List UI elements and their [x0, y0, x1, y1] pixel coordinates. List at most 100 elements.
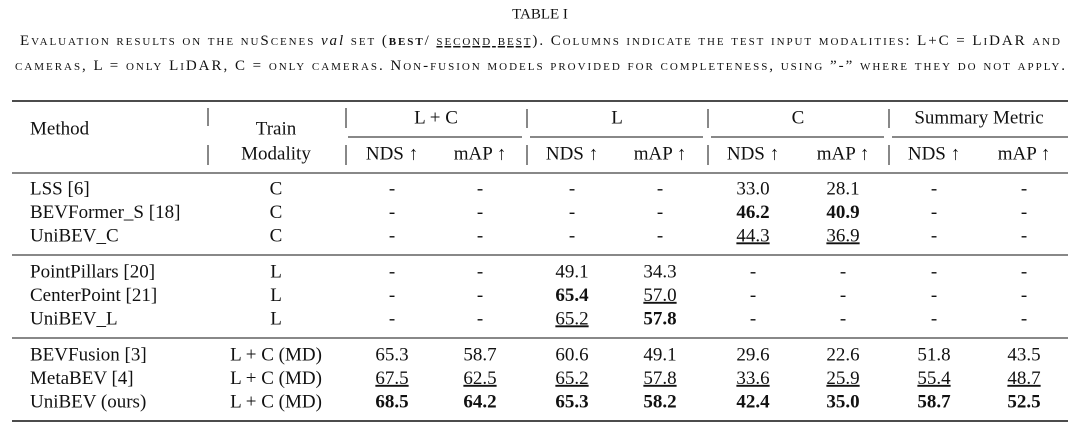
- method-cell: UniBEV (ours): [30, 391, 146, 412]
- caption-text: set (: [345, 33, 387, 49]
- value-cell: -: [569, 178, 575, 199]
- value-cell: 51.8: [917, 344, 950, 365]
- header-cell: Method: [30, 118, 90, 139]
- value-cell: 29.6: [736, 344, 769, 365]
- value-cell: 65.4: [555, 285, 589, 306]
- value-cell: 58.7: [917, 391, 951, 412]
- value-cell: 42.4: [736, 391, 770, 412]
- value-cell: -: [1021, 225, 1027, 246]
- method-cell: CenterPoint [21]: [30, 285, 157, 306]
- value-cell: 28.1: [826, 178, 859, 199]
- modality-cell: L + C (MD): [230, 368, 322, 389]
- method-cell: UniBEV_C: [30, 225, 119, 246]
- value-cell: 58.7: [463, 344, 496, 365]
- value-cell: -: [477, 261, 483, 282]
- metric-header: NDS ↑: [727, 143, 779, 164]
- value-cell: -: [657, 178, 663, 199]
- caption-text: best: [389, 33, 424, 49]
- method-cell: LSS [6]: [30, 178, 90, 199]
- value-cell: -: [840, 285, 846, 306]
- caption-text: cameras, L = only LiDAR, C = only camera…: [15, 58, 1065, 74]
- value-cell: 44.3: [736, 225, 769, 246]
- value-cell: 68.5: [375, 391, 408, 412]
- value-cell: -: [750, 308, 756, 329]
- value-cell: 65.2: [555, 308, 588, 329]
- value-cell: -: [569, 225, 575, 246]
- value-cell: 67.5: [375, 368, 408, 389]
- value-cell: -: [931, 308, 937, 329]
- value-cell: -: [657, 202, 663, 223]
- caption-line: cameras, L = only LiDAR, C = only camera…: [15, 58, 1065, 74]
- value-cell: 34.3: [643, 261, 676, 282]
- group-header: L + C: [414, 107, 458, 128]
- value-cell: -: [931, 202, 937, 223]
- value-cell: -: [750, 261, 756, 282]
- value-cell: 65.3: [375, 344, 408, 365]
- value-cell: -: [477, 202, 483, 223]
- metric-header: NDS ↑: [908, 143, 960, 164]
- value-cell: 55.4: [917, 368, 951, 389]
- caption-line: Evaluation results on the nuScenes val s…: [20, 33, 1060, 49]
- group-header: L: [611, 107, 623, 128]
- value-cell: -: [931, 261, 937, 282]
- metric-header: NDS ↑: [546, 143, 598, 164]
- modality-cell: C: [270, 225, 283, 246]
- value-cell: -: [389, 178, 395, 199]
- value-cell: -: [840, 261, 846, 282]
- value-cell: -: [931, 285, 937, 306]
- modality-cell: C: [270, 202, 283, 223]
- value-cell: -: [389, 261, 395, 282]
- value-cell: -: [1021, 285, 1027, 306]
- method-cell: BEVFormer_S [18]: [30, 202, 180, 223]
- value-cell: 40.9: [826, 202, 859, 223]
- value-cell: 36.9: [826, 225, 859, 246]
- caption-text: ). Columns indicate the test input modal…: [532, 33, 1060, 49]
- value-cell: -: [931, 178, 937, 199]
- value-cell: 43.5: [1007, 344, 1040, 365]
- value-cell: -: [477, 308, 483, 329]
- group-header: C: [792, 107, 805, 128]
- value-cell: -: [569, 202, 575, 223]
- value-cell: 22.6: [826, 344, 859, 365]
- value-cell: 58.2: [643, 391, 676, 412]
- caption-text: second best: [436, 33, 530, 49]
- value-cell: -: [477, 285, 483, 306]
- value-cell: -: [389, 225, 395, 246]
- value-cell: 60.6: [555, 344, 588, 365]
- metric-header: mAP ↑: [634, 143, 687, 164]
- value-cell: 33.6: [736, 368, 769, 389]
- modality-cell: L + C (MD): [230, 391, 322, 412]
- value-cell: 49.1: [643, 344, 676, 365]
- value-cell: -: [1021, 308, 1027, 329]
- value-cell: -: [750, 285, 756, 306]
- value-cell: -: [840, 308, 846, 329]
- value-cell: -: [477, 225, 483, 246]
- value-cell: -: [477, 178, 483, 199]
- value-cell: 48.7: [1007, 368, 1040, 389]
- caption-text: /: [425, 33, 435, 49]
- modality-cell: L: [270, 308, 282, 329]
- method-cell: BEVFusion [3]: [30, 344, 147, 365]
- value-cell: 57.8: [643, 308, 676, 329]
- value-cell: 65.3: [555, 391, 588, 412]
- modality-cell: C: [270, 178, 283, 199]
- metric-header: mAP ↑: [454, 143, 507, 164]
- value-cell: 64.2: [463, 391, 496, 412]
- method-cell: MetaBEV [4]: [30, 368, 134, 389]
- value-cell: -: [931, 225, 937, 246]
- value-cell: 52.5: [1007, 391, 1040, 412]
- header-cell: Train: [256, 118, 297, 139]
- value-cell: -: [657, 225, 663, 246]
- value-cell: -: [389, 202, 395, 223]
- modality-cell: L: [270, 285, 282, 306]
- modality-cell: L + C (MD): [230, 344, 322, 365]
- metric-header: NDS ↑: [366, 143, 418, 164]
- value-cell: -: [1021, 261, 1027, 282]
- value-cell: 25.9: [826, 368, 859, 389]
- caption-text: Evaluation results on the nuScenes: [20, 33, 319, 49]
- value-cell: 49.1: [555, 261, 588, 282]
- value-cell: -: [389, 308, 395, 329]
- metric-header: mAP ↑: [998, 143, 1051, 164]
- value-cell: 57.0: [643, 285, 676, 306]
